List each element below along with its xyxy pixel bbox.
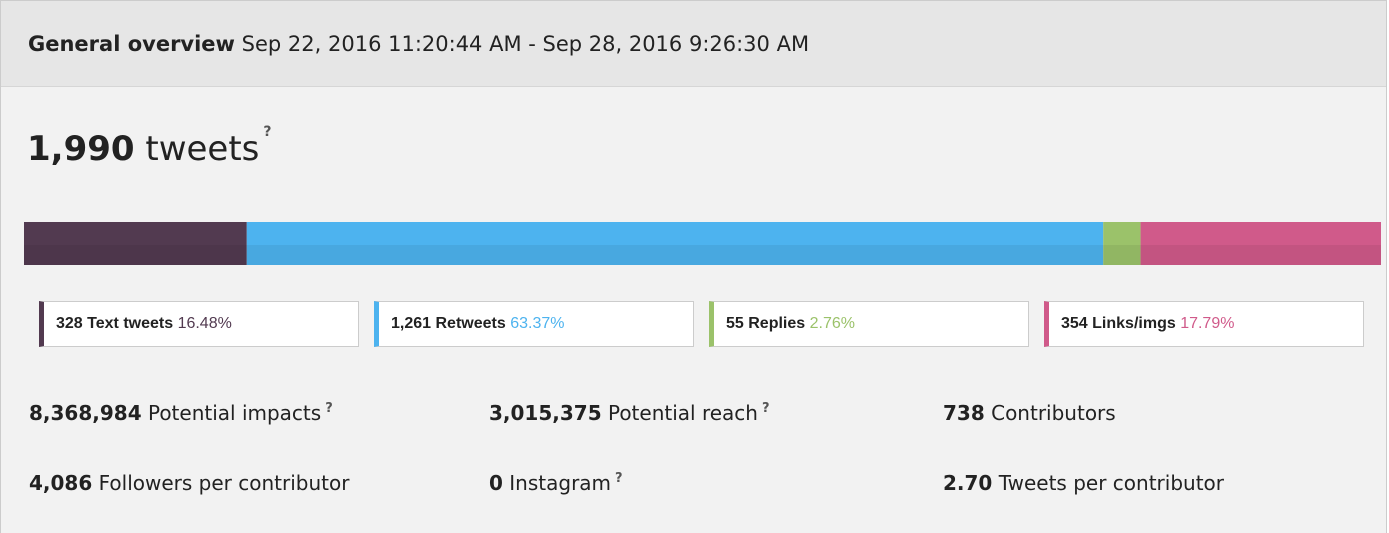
total-value: 1,990 bbox=[27, 129, 135, 169]
help-icon[interactable]: ? bbox=[615, 471, 623, 487]
stat: 738 Contributors bbox=[943, 401, 1116, 425]
help-icon[interactable]: ? bbox=[761, 401, 770, 417]
bar-segment bbox=[24, 222, 247, 265]
stat-value: 8,368,984 bbox=[29, 401, 142, 425]
legend-item: 1,261 Retweets 63.37% bbox=[374, 301, 694, 347]
total-label: tweets bbox=[145, 129, 260, 169]
stat: 0 Instagram? bbox=[489, 471, 623, 495]
stat: 2.70 Tweets per contributor bbox=[943, 471, 1224, 495]
stat-label: Potential impacts bbox=[147, 401, 322, 425]
stat-label: Potential reach bbox=[607, 401, 758, 425]
bar-segment bbox=[1103, 222, 1141, 265]
legend-item: 328 Text tweets 16.48% bbox=[39, 301, 359, 347]
stat: 3,015,375 Potential reach? bbox=[489, 401, 770, 425]
stat-value: 3,015,375 bbox=[489, 401, 602, 425]
legend-name: Links/imgs bbox=[1092, 315, 1176, 332]
stat-value: 738 bbox=[943, 401, 985, 425]
total-tweets: 1,990 tweets? bbox=[27, 124, 272, 169]
legend-percent: 63.37% bbox=[510, 315, 565, 332]
legend-count: 354 bbox=[1061, 315, 1088, 332]
help-icon[interactable]: ? bbox=[263, 123, 272, 140]
header-title: General overview bbox=[28, 32, 235, 56]
legend-count: 55 bbox=[726, 315, 744, 332]
stat-value: 0 bbox=[489, 471, 503, 495]
header: General overview Sep 22, 2016 11:20:44 A… bbox=[1, 1, 1386, 87]
bar-shade bbox=[24, 245, 1381, 265]
stat-label: Contributors bbox=[991, 401, 1116, 425]
date-range: Sep 22, 2016 11:20:44 AM - Sep 28, 2016 … bbox=[241, 32, 810, 56]
bar-segment bbox=[1140, 222, 1381, 265]
legend-item: 354 Links/imgs 17.79% bbox=[1044, 301, 1364, 347]
help-icon[interactable]: ? bbox=[325, 401, 333, 417]
stat-label: Instagram bbox=[509, 471, 612, 495]
legend-item: 55 Replies 2.76% bbox=[709, 301, 1029, 347]
stat-value: 2.70 bbox=[943, 471, 993, 495]
stat-value: 4,086 bbox=[29, 471, 93, 495]
legend-name: Retweets bbox=[435, 315, 506, 332]
legend-percent: 2.76% bbox=[809, 315, 855, 332]
legend-percent: 16.48% bbox=[177, 315, 232, 332]
legend-count: 328 bbox=[56, 315, 83, 332]
legend-name: Text tweets bbox=[87, 315, 174, 332]
stat: 8,368,984 Potential impacts? bbox=[29, 401, 333, 425]
stat-label: Tweets per contributor bbox=[998, 471, 1224, 495]
legend-percent: 17.79% bbox=[1180, 315, 1235, 332]
legend-count: 1,261 bbox=[391, 315, 432, 332]
stat: 4,086 Followers per contributor bbox=[29, 471, 349, 495]
stacked-bar bbox=[24, 222, 1381, 265]
stat-label: Followers per contributor bbox=[98, 471, 350, 495]
legend: 328 Text tweets 16.48% 1,261 Retweets 63.… bbox=[39, 301, 1365, 348]
legend-name: Replies bbox=[748, 315, 806, 332]
bar-segment bbox=[246, 222, 1104, 265]
